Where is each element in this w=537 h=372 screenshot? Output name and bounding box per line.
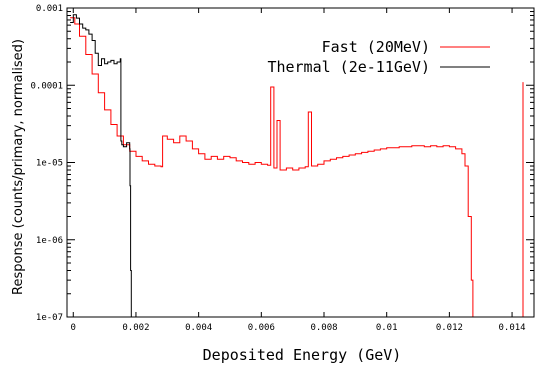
legend: Fast (20MeV) Thermal (2e-11GeV) — [267, 38, 490, 76]
x-tick-label: 0.014 — [499, 323, 526, 333]
legend-label: Fast (20MeV) — [322, 38, 430, 56]
y-tick-label: 0.001 — [36, 4, 63, 14]
x-axis-label: Deposited Energy (GeV) — [203, 346, 402, 364]
plot-marks — [70, 14, 524, 317]
y-tick-label: 1e-06 — [36, 236, 63, 246]
plot-frame — [66, 7, 535, 318]
y-tick-label: 1e-05 — [36, 159, 63, 169]
y-tick-label: 0.0001 — [30, 81, 63, 91]
x-tick-label: 0.012 — [436, 323, 463, 333]
series-line-1 — [70, 14, 132, 317]
legend-label: Thermal (2e-11GeV) — [267, 58, 430, 76]
x-tick-label: 0.01 — [376, 323, 398, 333]
x-tick-label: 0.002 — [122, 323, 149, 333]
y-tick-label: 1e-07 — [36, 313, 63, 323]
x-tick-label: 0.008 — [310, 323, 337, 333]
axis-ticks: 0 0.002 0.004 0.006 0.008 0.01 0.012 0.014 0.001… — [30, 4, 534, 333]
x-tick-label: 0.006 — [248, 323, 275, 333]
x-tick-label: 0 — [71, 323, 76, 333]
x-tick-label: 0.004 — [185, 323, 212, 333]
series-line-0 — [70, 17, 474, 317]
y-axis-label: Response (counts/primary, normalised) — [11, 39, 26, 295]
